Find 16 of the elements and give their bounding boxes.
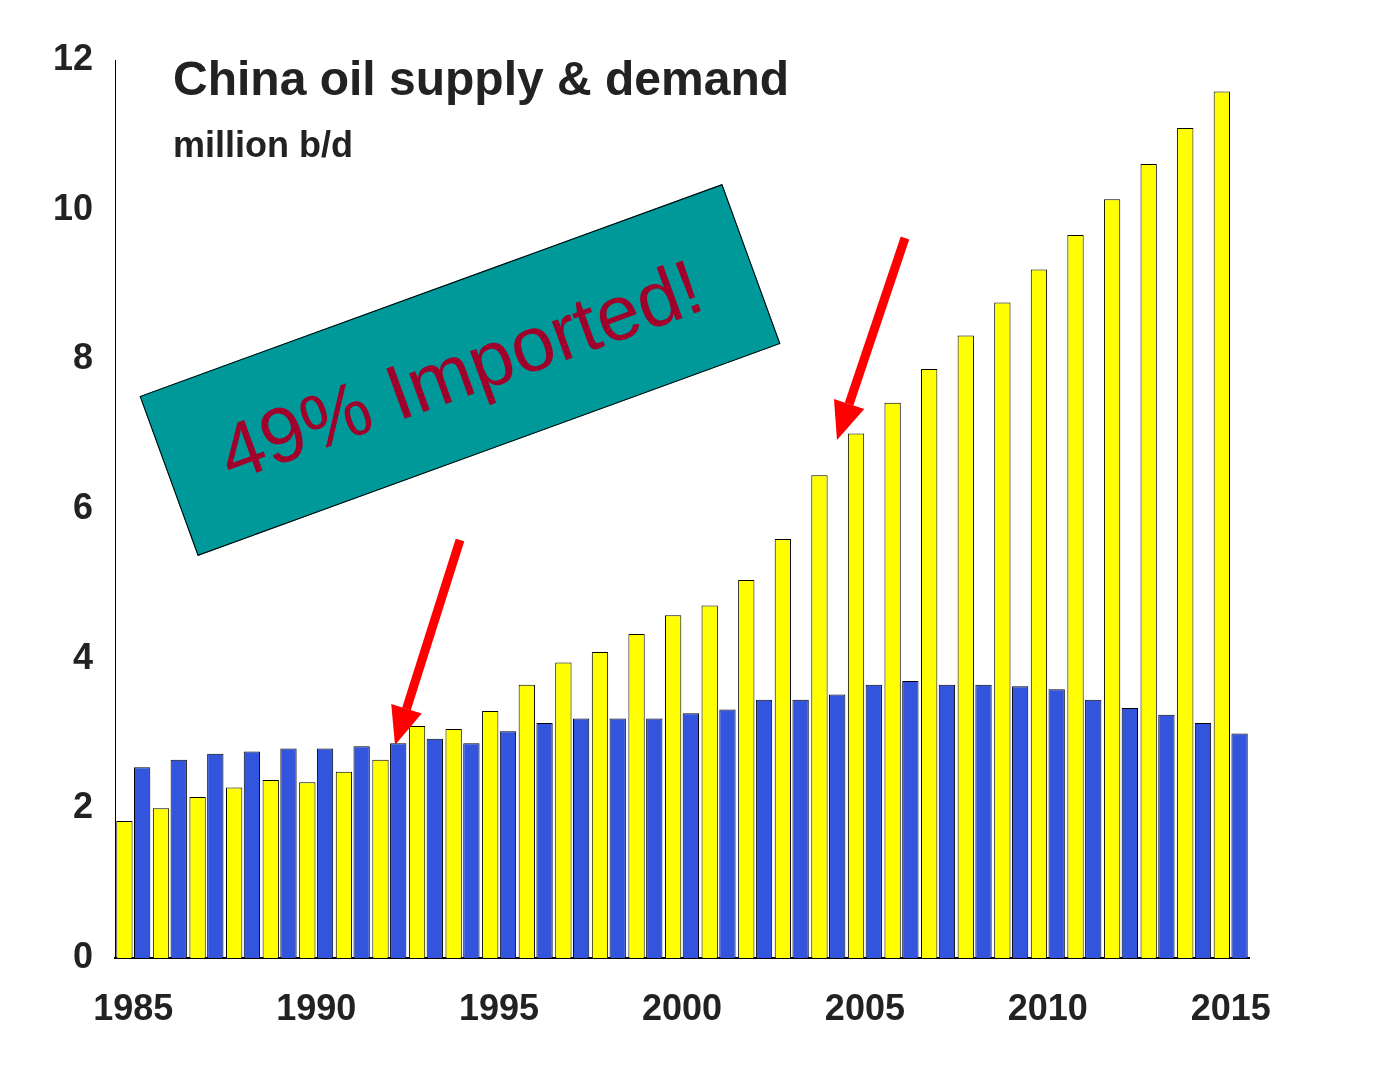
x-tick-label: 2015 [1190, 986, 1271, 1028]
text: million b/d [173, 124, 353, 165]
x-tick-label: 1995 [459, 986, 540, 1028]
y-tick-label: 2 [72, 785, 93, 827]
y-tick-label: 8 [72, 336, 93, 378]
x-tick-label: 2000 [641, 986, 723, 1028]
chart-title: China oil supply & demand [173, 52, 790, 105]
y-tick-label: 12 [52, 36, 93, 78]
x-tick-label: 1985 [93, 986, 174, 1028]
y-tick-label: 6 [72, 485, 93, 527]
y-tick-label: 0 [72, 934, 93, 976]
x-tick-label: 1990 [276, 986, 357, 1028]
x-tick-label: 2010 [1007, 986, 1088, 1028]
x-tick-label: 2005 [824, 986, 905, 1028]
y-tick-label: 10 [52, 186, 93, 228]
y-tick-label: 4 [72, 635, 93, 677]
